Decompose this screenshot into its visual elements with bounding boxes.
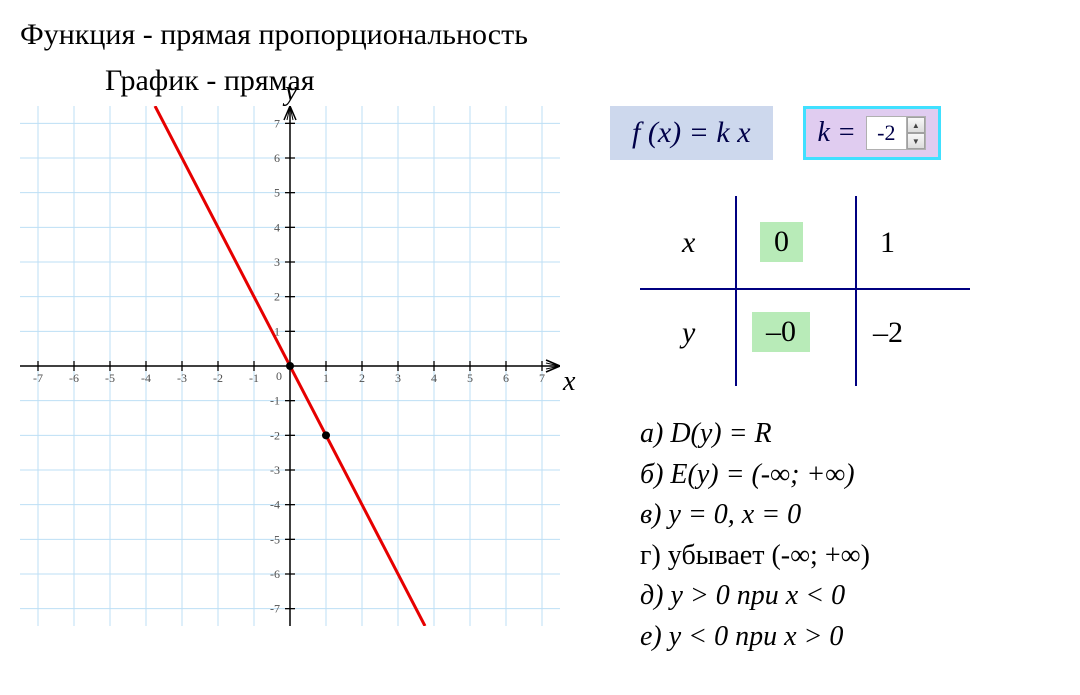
prop-c: в) y = 0, x = 0 [640, 495, 1060, 536]
svg-text:-7: -7 [33, 371, 43, 385]
spinner-up-button[interactable]: ▲ [907, 117, 925, 133]
svg-text:-5: -5 [105, 371, 115, 385]
table-y0: –0 [752, 312, 810, 352]
svg-text:-3: -3 [270, 463, 280, 477]
svg-text:-6: -6 [270, 567, 280, 581]
chart-panel: y x -7-6-5-4-3-2-11234567-7-6-5-4-3-2-11… [20, 106, 560, 658]
svg-text:3: 3 [395, 371, 401, 385]
svg-text:7: 7 [539, 371, 545, 385]
svg-text:1: 1 [323, 371, 329, 385]
svg-text:-6: -6 [69, 371, 79, 385]
svg-text:2: 2 [359, 371, 365, 385]
svg-text:2: 2 [274, 290, 280, 304]
svg-text:5: 5 [467, 371, 473, 385]
k-spinner[interactable]: -2 ▲ ▼ [866, 116, 926, 150]
formula-box: f (x) = k x [610, 106, 773, 160]
k-box: k = -2 ▲ ▼ [803, 106, 941, 160]
formula-row: f (x) = k x k = -2 ▲ ▼ [610, 106, 1060, 160]
y-axis-label: y [285, 76, 297, 108]
table-vline-1 [735, 196, 737, 386]
table-vline-2 [855, 196, 857, 386]
prop-b: б) E(y) = (-∞; +∞) [640, 455, 1060, 496]
svg-text:-2: -2 [270, 428, 280, 442]
svg-text:-1: -1 [249, 371, 259, 385]
x-axis-label: x [563, 366, 575, 398]
value-table: x y 0 1 –0 –2 [640, 196, 970, 386]
svg-text:-4: -4 [270, 498, 280, 512]
svg-text:-5: -5 [270, 532, 280, 546]
svg-text:4: 4 [274, 220, 280, 234]
table-y-label: y [682, 316, 695, 350]
k-spinner-value: -2 [867, 117, 907, 149]
prop-d: г) убывает (-∞; +∞) [640, 536, 1060, 577]
svg-text:-4: -4 [141, 371, 151, 385]
prop-a: а) D(y) = R [640, 414, 1060, 455]
chart: -7-6-5-4-3-2-11234567-7-6-5-4-3-2-112345… [20, 106, 560, 626]
table-x1: 1 [880, 226, 895, 260]
table-x-label: x [682, 226, 695, 260]
k-spinner-buttons: ▲ ▼ [907, 117, 925, 149]
svg-text:-3: -3 [177, 371, 187, 385]
svg-text:7: 7 [274, 116, 280, 130]
svg-text:-7: -7 [270, 602, 280, 616]
prop-f: е) y < 0 при x > 0 [640, 617, 1060, 658]
properties-list: а) D(y) = R б) E(y) = (-∞; +∞) в) y = 0,… [640, 414, 1060, 658]
info-panel: f (x) = k x k = -2 ▲ ▼ x y 0 1 –0 [610, 106, 1060, 658]
main-content: y x -7 -6 -5 -4 -3 -2 -1 1 2 3 4 5 6 7 -7 -6 -5 -4 -3 -2 -1 1… [20, 106, 1060, 658]
table-hline [640, 288, 970, 290]
page-subtitle: График - прямая [105, 64, 1060, 98]
page-title: Функция - прямая пропорциональность [20, 18, 1060, 52]
svg-text:6: 6 [503, 371, 509, 385]
svg-text:-2: -2 [213, 371, 223, 385]
table-y1: –2 [873, 316, 903, 350]
svg-text:3: 3 [274, 255, 280, 269]
k-label: k = [818, 117, 856, 149]
svg-text:6: 6 [274, 151, 280, 165]
prop-e: д) y > 0 при x < 0 [640, 576, 1060, 617]
spinner-down-button[interactable]: ▼ [907, 133, 925, 149]
svg-text:5: 5 [274, 186, 280, 200]
table-x0: 0 [760, 222, 803, 262]
svg-text:4: 4 [431, 371, 437, 385]
svg-text:-1: -1 [270, 394, 280, 408]
svg-text:0: 0 [276, 369, 282, 383]
